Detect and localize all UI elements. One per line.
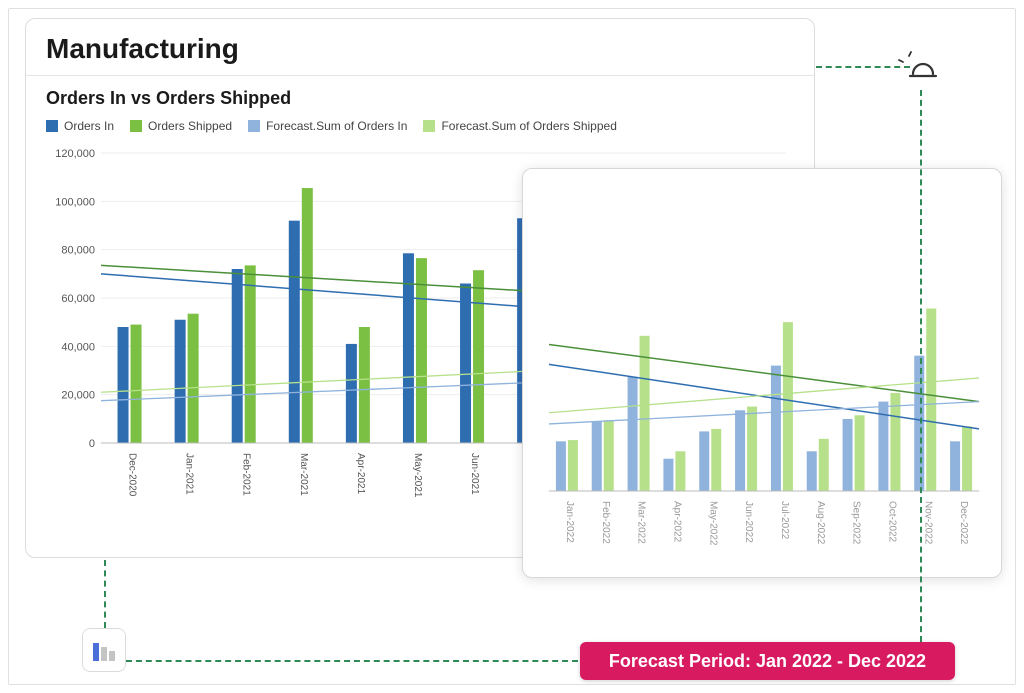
legend-swatch [248, 120, 260, 132]
divider [26, 75, 814, 76]
svg-text:Dec-2022: Dec-2022 [958, 501, 969, 545]
svg-text:Aug-2022: Aug-2022 [815, 501, 826, 545]
svg-text:Jan-2021: Jan-2021 [184, 453, 195, 495]
svg-text:Apr-2021: Apr-2021 [355, 453, 366, 495]
svg-text:Sep-2022: Sep-2022 [851, 501, 862, 545]
svg-text:60,000: 60,000 [61, 293, 95, 305]
chart-type-button[interactable] [82, 628, 126, 672]
svg-text:Feb-2021: Feb-2021 [241, 453, 252, 496]
legend-item[interactable]: Orders In [46, 119, 114, 133]
legend-label: Forecast.Sum of Orders Shipped [441, 119, 616, 133]
svg-text:May-2021: May-2021 [412, 453, 423, 498]
legend-label: Orders Shipped [148, 119, 232, 133]
chart-subtitle: Orders In vs Orders Shipped [46, 88, 794, 109]
svg-text:Mar-2021: Mar-2021 [298, 453, 309, 496]
svg-text:Jul-2022: Jul-2022 [779, 501, 790, 540]
svg-text:Nov-2022: Nov-2022 [922, 501, 933, 545]
bar-chart-icon [91, 639, 117, 661]
svg-text:Feb-2022: Feb-2022 [600, 501, 611, 544]
legend-item[interactable]: Forecast.Sum of Orders Shipped [423, 119, 616, 133]
legend-swatch [423, 120, 435, 132]
connector-line [126, 660, 578, 662]
legend-item[interactable]: Forecast.Sum of Orders In [248, 119, 407, 133]
svg-text:Jan-2022: Jan-2022 [564, 501, 575, 543]
svg-text:May-2022: May-2022 [707, 501, 718, 546]
svg-text:Oct-2022: Oct-2022 [886, 501, 897, 543]
forecast-period-badge: Forecast Period: Jan 2022 - Dec 2022 [580, 642, 955, 680]
svg-text:0: 0 [89, 438, 95, 450]
svg-text:Apr-2022: Apr-2022 [671, 501, 682, 543]
svg-text:Mar-2022: Mar-2022 [636, 501, 647, 544]
legend-label: Forecast.Sum of Orders In [266, 119, 407, 133]
svg-text:120,000: 120,000 [55, 148, 95, 160]
svg-text:40,000: 40,000 [61, 341, 95, 353]
legend-swatch [46, 120, 58, 132]
legend: Orders In Orders Shipped Forecast.Sum of O… [46, 119, 794, 133]
svg-text:Jun-2022: Jun-2022 [743, 501, 754, 543]
svg-text:20,000: 20,000 [61, 390, 95, 402]
svg-text:100,000: 100,000 [55, 196, 95, 208]
forecast-popout-card: Jan-2022 Feb-2022 Mar-2022 Apr-2022 May-2022… [522, 168, 1002, 578]
legend-swatch [130, 120, 142, 132]
svg-text:Jun-2021: Jun-2021 [469, 453, 480, 495]
connector-line [920, 90, 922, 642]
connector-line [104, 560, 106, 628]
page-title: Manufacturing [46, 33, 794, 65]
svg-text:Dec-2020: Dec-2020 [127, 453, 138, 497]
svg-text:80,000: 80,000 [61, 245, 95, 257]
idea-bulb-icon [895, 46, 945, 86]
legend-label: Orders In [64, 119, 114, 133]
forecast-period-text: Forecast Period: Jan 2022 - Dec 2022 [609, 651, 926, 672]
legend-item[interactable]: Orders Shipped [130, 119, 232, 133]
